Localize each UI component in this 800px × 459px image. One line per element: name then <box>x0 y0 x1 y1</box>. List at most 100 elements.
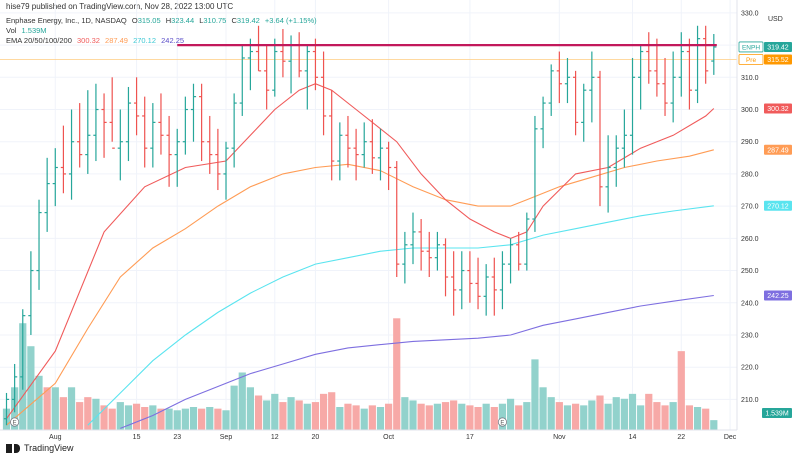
price-tag-box <box>762 408 792 418</box>
volume-bar <box>165 408 173 430</box>
volume-bar <box>482 403 490 430</box>
price-tag-label: Pre <box>746 57 757 64</box>
volume-bar <box>352 405 360 430</box>
ohlc-bar <box>231 93 237 168</box>
volume-bar <box>222 410 230 430</box>
price-tag-label: ENPH <box>742 44 760 51</box>
y-tick-label: 260.0 <box>741 236 759 243</box>
ohlc-bars <box>3 25 717 426</box>
ohlc-bar <box>499 251 506 310</box>
x-tick-label: Nov <box>553 434 566 441</box>
ohlc-bar <box>694 25 701 104</box>
high-label: H <box>166 16 171 25</box>
ohlc-bar <box>516 231 522 271</box>
ohlc-bar <box>524 212 530 271</box>
ema50-value: 287.49 <box>105 36 128 45</box>
volume-bar <box>506 398 515 430</box>
ema200-value: 242.25 <box>161 36 184 45</box>
ohlc-bar <box>109 77 115 149</box>
price-tag-text: 315.52 <box>767 57 789 64</box>
volume-bar <box>385 403 393 430</box>
volume-bar <box>189 407 198 430</box>
volume-bar <box>474 407 482 430</box>
volume-bar <box>393 318 401 430</box>
ohlc-bar <box>320 51 327 136</box>
volume-bar <box>100 405 108 430</box>
x-tick-label: Dec <box>724 434 737 441</box>
price-tag-label-box <box>738 41 764 53</box>
volume-bar <box>693 407 702 430</box>
volume-bar <box>181 408 189 430</box>
ohlc-bar <box>654 38 660 97</box>
ema100-value: 270.12 <box>133 36 156 45</box>
ohlc-bar <box>60 125 67 194</box>
ohlc-bar <box>142 96 148 168</box>
y-tick-label: 300.0 <box>741 107 759 114</box>
price-tag-box <box>764 290 792 301</box>
price-tag-box <box>764 41 792 52</box>
volume-bar <box>580 405 588 430</box>
ohlc-bar <box>646 32 652 84</box>
volume-bar <box>328 392 336 430</box>
ohlc-bar <box>101 93 107 158</box>
volume-bar <box>368 405 376 430</box>
ohlc-bar <box>386 141 392 191</box>
volume-bar <box>271 393 279 430</box>
volume-bar <box>645 393 653 430</box>
ohlc-bar <box>158 93 164 155</box>
y-tick-label: 230.0 <box>741 332 759 339</box>
ohlc-bar <box>361 122 367 168</box>
price-tags: ENPH 319.42 Pre 315.52 300.32 287.49 270.12 242… <box>738 41 792 418</box>
volume-bar <box>547 397 555 430</box>
tradingview-logo[interactable]: TradingView <box>6 443 74 453</box>
price-tag-text: 242.25 <box>767 293 789 300</box>
volume-bar <box>173 410 181 430</box>
volume-bar <box>319 393 328 430</box>
ohlc-bar <box>125 86 132 162</box>
ohlc-bar <box>255 25 262 72</box>
volume-bar <box>214 408 222 430</box>
ohlc-bar <box>459 251 465 310</box>
price-tag-text: 300.32 <box>767 106 789 113</box>
ohlc-bar <box>264 45 270 110</box>
y-tick-label: 250.0 <box>741 268 759 275</box>
volume-bar <box>401 397 409 430</box>
volume-bar <box>661 405 669 430</box>
volume-bar <box>279 402 287 430</box>
volume-bar <box>555 402 563 430</box>
ohlc-bar <box>150 103 156 168</box>
ohlc-bar <box>369 119 375 174</box>
ohlc-bar <box>451 251 457 316</box>
volume-bar <box>295 400 303 430</box>
y-tick-label: 270.0 <box>741 204 759 211</box>
volume-bar <box>523 402 531 430</box>
ohlc-bar <box>20 309 26 390</box>
volume-bar <box>92 398 100 430</box>
change-value: +3.64 (+1.15%) <box>265 16 317 25</box>
price-tag-box <box>764 54 792 65</box>
volume-bar <box>515 405 523 430</box>
volume-label: Vol <box>6 26 17 35</box>
volume-value: 1.539M <box>22 26 47 35</box>
volume-bar <box>441 402 450 430</box>
price-tag-box <box>764 144 792 155</box>
volume-bar <box>132 403 141 430</box>
ohlc-bar <box>564 57 571 104</box>
x-tick-label: Aug <box>49 434 62 441</box>
volume-bar <box>572 403 580 430</box>
ohlc-bar <box>434 231 440 271</box>
ema200-line <box>120 294 714 429</box>
volume-bar <box>287 397 295 430</box>
volume-bar <box>303 403 311 430</box>
ohlc-bar <box>52 148 58 207</box>
volume-bar <box>417 403 425 430</box>
volume-bar <box>637 405 645 430</box>
ohlc-bar <box>532 115 538 232</box>
ohlc-bar <box>296 32 302 78</box>
ohlc-bar <box>182 96 188 155</box>
ohlc-bar <box>426 231 432 278</box>
y-tick-label: 220.0 <box>741 365 759 372</box>
ohlc-bar <box>638 45 644 110</box>
